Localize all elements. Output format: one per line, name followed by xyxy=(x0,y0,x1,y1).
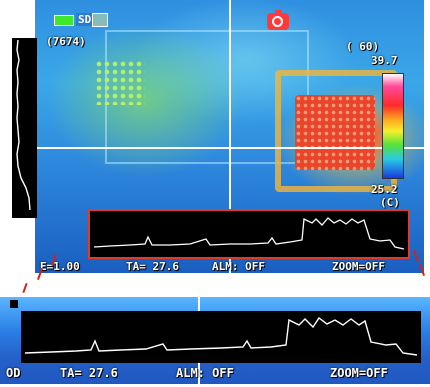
vertical-profile-graph xyxy=(12,38,37,218)
horizontal-profile-line xyxy=(93,217,405,250)
zoom-od-label: OD xyxy=(6,366,21,380)
horizontal-profile-graph xyxy=(88,209,410,259)
max-temp-label: 39.7 xyxy=(371,54,398,67)
ambient-temp-readout: TA= 27.6 xyxy=(126,260,179,273)
battery-icon xyxy=(54,15,74,26)
min-temp-label: 25.2 xyxy=(371,183,398,196)
camera-icon[interactable] xyxy=(267,10,289,30)
top-right-readout: ( 60) xyxy=(346,40,380,53)
zoomed-profile-line xyxy=(24,316,418,356)
hot-spot-region xyxy=(295,95,375,170)
crosshair-vertical xyxy=(229,0,231,273)
memory-icon xyxy=(92,13,108,27)
zoom-connector-left xyxy=(22,282,28,294)
alarm-status: ALM: OFF xyxy=(212,260,265,273)
unit-label: (C) xyxy=(380,196,400,209)
zoomed-profile-graph xyxy=(21,311,421,363)
zoom-alarm-status: ALM: OFF xyxy=(176,366,234,380)
zoom-status: ZOOM=OFF xyxy=(332,260,385,273)
emissivity-readout: E=1.00 xyxy=(40,260,80,273)
sd-card-badge: SD xyxy=(76,13,94,26)
zoom-ambient-temp: TA= 27.6 xyxy=(60,366,118,380)
left-readout: (7674) xyxy=(46,35,86,48)
zoom-corner-marker xyxy=(10,300,18,308)
crosshair-horizontal xyxy=(35,147,424,149)
vertical-profile-line xyxy=(16,39,31,211)
color-scale-bar xyxy=(382,73,404,179)
zoom-zoom-status: ZOOM=OFF xyxy=(330,366,388,380)
component-grid xyxy=(95,60,145,105)
